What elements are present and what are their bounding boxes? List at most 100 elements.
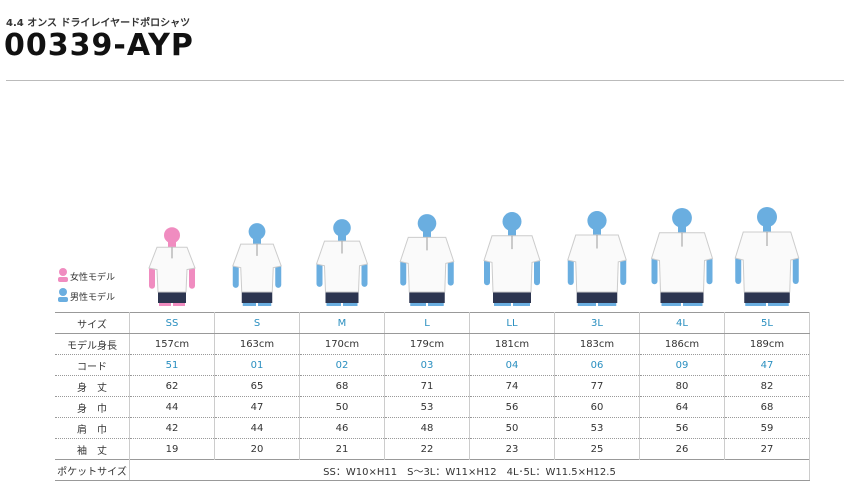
figure-part xyxy=(409,290,445,303)
cell: 50 xyxy=(469,417,555,439)
figure-part xyxy=(735,256,742,284)
figure-part xyxy=(338,234,346,242)
cell: 21 xyxy=(299,438,385,460)
cell: 80 xyxy=(639,375,725,397)
figure-part xyxy=(678,225,686,233)
cell: 5L xyxy=(724,312,810,334)
cell: LL xyxy=(469,312,555,334)
row: コード 51 01 02 03 04 06 09 47 xyxy=(55,354,810,376)
legend-male: 男性モデル xyxy=(70,293,116,303)
cell: L xyxy=(384,312,470,334)
figure-part xyxy=(400,259,407,286)
cell: 3L xyxy=(554,312,640,334)
figure-part xyxy=(417,214,437,233)
figure-part xyxy=(447,259,454,286)
cell: 26 xyxy=(639,438,725,460)
cell: M xyxy=(299,312,385,334)
male-icon xyxy=(58,297,68,302)
figure-part xyxy=(763,225,771,232)
row: サイズ SS S M L LL 3L 4L 5L xyxy=(55,312,810,334)
cell: 44 xyxy=(129,396,215,418)
cell: 179cm xyxy=(384,333,470,355)
figure-part xyxy=(361,262,368,287)
figure-part xyxy=(275,264,282,288)
figure-part xyxy=(734,231,800,293)
cell: 25 xyxy=(554,438,640,460)
cell: 47 xyxy=(724,354,810,376)
cell: 56 xyxy=(469,396,555,418)
legend-female: 女性モデル xyxy=(70,273,116,283)
cell: 157cm xyxy=(129,333,215,355)
cell: 82 xyxy=(724,375,810,397)
cell: 23 xyxy=(469,438,555,460)
figure-part xyxy=(158,290,186,303)
figure-part xyxy=(757,207,777,227)
cell: 186cm xyxy=(639,333,725,355)
figure-part xyxy=(333,219,351,237)
figure-part xyxy=(534,258,540,286)
cell: 62 xyxy=(129,375,215,397)
row: 肩 巾 42 44 46 48 50 53 56 59 xyxy=(55,417,810,439)
figure-part xyxy=(241,290,273,303)
cell: 77 xyxy=(554,375,640,397)
title: 00339-AYP xyxy=(4,28,194,63)
figure-part xyxy=(149,266,155,289)
cell: 4L xyxy=(639,312,725,334)
figure-part xyxy=(232,243,282,293)
figure-part xyxy=(650,232,714,293)
figure-part xyxy=(792,256,799,284)
cell: 04 xyxy=(469,354,555,376)
figure-part xyxy=(620,258,627,285)
female-icon xyxy=(59,268,67,276)
figure-part xyxy=(484,258,490,286)
cell: 42 xyxy=(129,417,215,439)
figure-part xyxy=(651,256,658,285)
figure-part xyxy=(706,256,713,285)
cell: ポケットサイズ xyxy=(55,459,130,481)
cell: モデル身長 xyxy=(55,333,130,355)
cell: 181cm xyxy=(469,333,555,355)
figure-part xyxy=(508,229,516,237)
cell: 64 xyxy=(639,396,725,418)
subtitle: 4.4 オンス ドライレイヤードポロシャツ xyxy=(6,18,191,29)
cell: コード xyxy=(55,354,130,376)
cell: 身 丈 xyxy=(55,375,130,397)
figure-part xyxy=(164,227,180,244)
cell: 50 xyxy=(299,396,385,418)
figure-part xyxy=(493,290,531,303)
cell: 06 xyxy=(554,354,640,376)
male-icon xyxy=(59,288,67,296)
figure-part xyxy=(189,266,195,289)
cell: サイズ xyxy=(55,312,130,334)
row: ポケットサイズ SS：W10×H11 S～3L：W11×H12 4L･5L：W11… xyxy=(55,459,810,481)
figure-part xyxy=(253,238,261,246)
cell: 68 xyxy=(299,375,385,397)
cell: 27 xyxy=(724,438,810,460)
figure-part xyxy=(168,241,176,249)
cell: 60 xyxy=(554,396,640,418)
cell: 48 xyxy=(384,417,470,439)
cell: 65 xyxy=(214,375,300,397)
figure-part xyxy=(593,228,601,236)
figure-part xyxy=(325,290,359,303)
cell: 46 xyxy=(299,417,385,439)
figure-part xyxy=(567,234,627,293)
cell: 53 xyxy=(384,396,470,418)
cell: SS xyxy=(129,312,215,334)
cell: 袖 丈 xyxy=(55,438,130,460)
figure-part xyxy=(232,264,239,288)
figure-part xyxy=(567,258,574,285)
cell: 02 xyxy=(299,354,385,376)
cell: 68 xyxy=(724,396,810,418)
cell: 53 xyxy=(554,417,640,439)
cell: 47 xyxy=(214,396,300,418)
cell: 20 xyxy=(214,438,300,460)
cell: 身 巾 xyxy=(55,396,130,418)
cell: 170cm xyxy=(299,333,385,355)
cell: 09 xyxy=(639,354,725,376)
cell: SS：W10×H11 S～3L：W11×H12 4L･5L：W11.5×H12.… xyxy=(129,459,810,481)
figure-part xyxy=(399,236,455,293)
figure-part xyxy=(483,235,541,293)
figure-part xyxy=(672,208,692,228)
divider xyxy=(6,80,844,81)
